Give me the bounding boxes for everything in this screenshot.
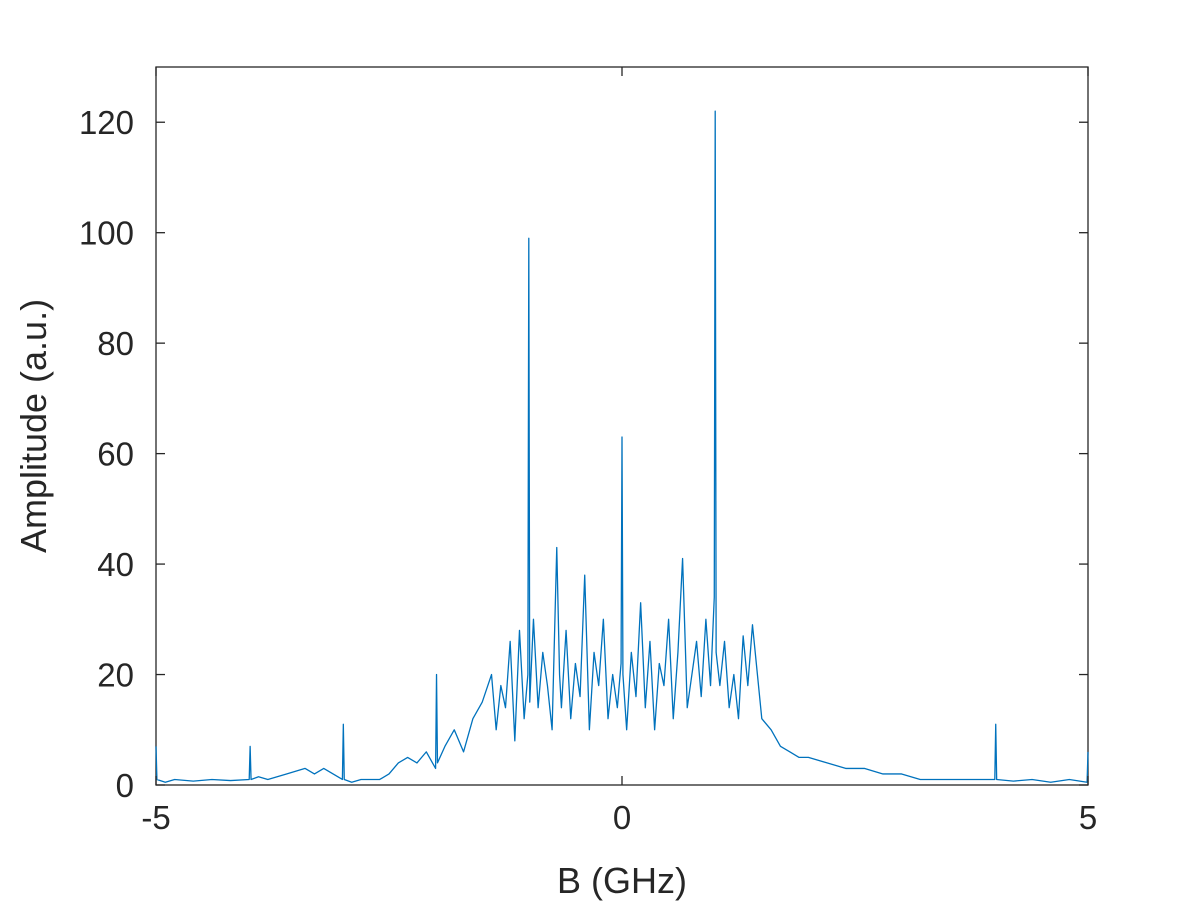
y-tick-label: 80 — [97, 325, 134, 362]
plot-frame — [155, 66, 1089, 786]
x-tick-label: -5 — [141, 799, 170, 836]
y-tick-label: 0 — [116, 767, 134, 804]
x-tick-label: 0 — [613, 799, 631, 836]
x-tick-label: 5 — [1079, 799, 1097, 836]
plot-area — [155, 66, 1089, 786]
y-tick-label: 20 — [97, 657, 134, 694]
y-tick-label: 60 — [97, 436, 134, 473]
y-tick-label: 120 — [79, 104, 134, 141]
y-tick-label: 40 — [97, 546, 134, 583]
series-layer — [155, 110, 1089, 783]
labels-layer: B (GHz) Amplitude (a.u.) — [13, 299, 687, 901]
x-axis-label: B (GHz) — [557, 860, 687, 901]
series-line-0 — [155, 110, 1089, 783]
y-axis-label: Amplitude (a.u.) — [13, 299, 54, 553]
y-tick-label: 100 — [79, 215, 134, 252]
